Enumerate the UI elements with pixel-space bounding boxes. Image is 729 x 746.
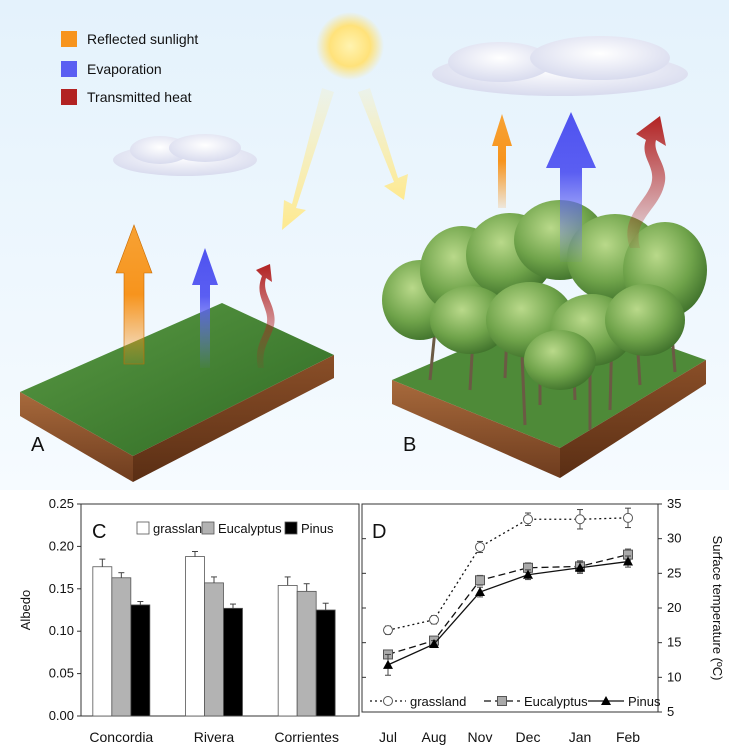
series-line-eucalyptus <box>387 553 629 656</box>
series-line-grassland <box>387 517 629 631</box>
bar-eucalyptus <box>204 582 224 717</box>
y-tick-label: 0.05 <box>49 666 74 681</box>
sunlight-beams <box>282 88 408 230</box>
marker-triangle <box>429 639 439 649</box>
y-tick-label: 0.25 <box>49 496 74 511</box>
y-tick-label: 15 <box>667 635 681 650</box>
bar-pinus <box>130 604 151 717</box>
legend-label: grassland <box>410 694 466 709</box>
bar-grassland <box>92 566 113 717</box>
y-tick-label: 0.20 <box>49 538 74 553</box>
temperature-y-axis-label: Surface temperature (ºC) <box>710 536 725 681</box>
cloud-icon-left <box>113 134 257 176</box>
legend-item-transmitted-heat: Transmitted heat <box>61 89 192 105</box>
temperature-y-axis: 5 10 15 20 25 30 35 <box>362 496 681 719</box>
panel-label-a: A <box>31 434 45 456</box>
panel-label-b: B <box>403 434 417 456</box>
x-tick-label: Nov <box>468 729 493 745</box>
y-tick-label: 20 <box>667 600 681 615</box>
x-tick-label: Aug <box>422 729 447 745</box>
albedo-legend: grassland Eucalyptus Pinus <box>136 521 334 536</box>
x-tick-label: Rivera <box>194 729 235 745</box>
panel-label-c: C <box>92 521 106 543</box>
legend-label: Reflected sunlight <box>87 31 199 47</box>
legend-label: Eucalyptus <box>218 521 282 536</box>
y-tick-label: 35 <box>667 496 681 511</box>
marker-circle <box>383 696 393 706</box>
bar-eucalyptus <box>111 577 132 717</box>
y-tick-label: 30 <box>667 531 681 546</box>
temperature-legend: grassland Eucalyptus Pinus <box>370 694 661 709</box>
bar-eucalyptus <box>296 590 317 717</box>
marker-circle <box>523 514 533 525</box>
marker-circle <box>475 541 485 552</box>
y-tick-label: 5 <box>667 704 674 719</box>
sun-icon <box>316 12 384 80</box>
grassland-block <box>20 303 334 482</box>
orange-swatch-icon <box>61 31 77 47</box>
reflected-sunlight-arrow-a <box>115 224 153 365</box>
y-tick-label: 0.15 <box>49 581 74 596</box>
bar-pinus <box>223 607 243 717</box>
y-tick-label: 0.10 <box>49 623 74 638</box>
albedo-bars <box>92 550 336 717</box>
climate-illustration <box>0 0 729 490</box>
bar-grassland <box>277 585 298 717</box>
reflected-sunlight-arrow-b <box>492 114 512 208</box>
marker-triangle <box>623 556 633 566</box>
tree-canopy <box>382 200 707 390</box>
blue-swatch-icon <box>61 61 77 77</box>
x-tick-label: Feb <box>616 729 640 745</box>
transmitted-heat-arrow-a <box>256 264 275 368</box>
legend-label: Eucalyptus <box>524 694 588 709</box>
x-tick-label: Concordia <box>89 729 153 745</box>
legend-item-reflected-sunlight: Reflected sunlight <box>61 31 198 47</box>
legend-label: Pinus <box>628 694 661 709</box>
evaporation-arrow-a <box>192 248 218 368</box>
legend-swatch-eucalyptus <box>201 521 215 535</box>
transmitted-heat-arrow-b <box>627 116 666 248</box>
x-tick-label: Jul <box>379 729 397 745</box>
marker-triangle <box>575 562 585 572</box>
albedo-y-axis-label: Albedo <box>18 590 33 630</box>
temperature-lines <box>383 507 633 676</box>
marker-circle <box>623 512 633 523</box>
series-line-pinus <box>387 560 629 666</box>
red-swatch-icon <box>61 89 77 105</box>
charts-area: C 0.00 0.05 0.10 0.15 0.20 0.25 Albedo Concor… <box>18 496 725 745</box>
y-tick-label: 25 <box>667 565 681 580</box>
marker-triangle <box>601 696 611 705</box>
marker-triangle <box>475 587 485 597</box>
temperature-chart-frame <box>361 503 659 713</box>
temperature-x-axis: Jul Aug Nov Dec Jan Feb <box>379 729 640 745</box>
legend-swatch-pinus <box>284 521 298 535</box>
marker-circle <box>575 514 585 525</box>
albedo-y-axis: 0.00 0.05 0.10 0.15 0.20 0.25 <box>49 496 81 723</box>
legend-label: Pinus <box>301 521 334 536</box>
legend-item-evaporation: Evaporation <box>61 61 162 77</box>
bar-pinus <box>315 609 336 717</box>
y-tick-label: 0.00 <box>49 708 74 723</box>
bar-grassland <box>185 556 205 717</box>
panel-label-d: D <box>372 521 386 543</box>
legend-label: Transmitted heat <box>87 89 192 105</box>
x-tick-label: Jan <box>569 729 592 745</box>
albedo-x-axis: Concordia Rivera Corrientes <box>89 729 339 745</box>
legend-swatch-grassland <box>136 521 150 535</box>
marker-circle <box>429 614 439 625</box>
marker-triangle <box>523 569 533 579</box>
marker-triangle <box>383 659 393 669</box>
cloud-icon-right <box>432 36 688 96</box>
x-tick-label: Corrientes <box>274 729 339 745</box>
legend-label: grassland <box>153 521 209 536</box>
marker-circle <box>383 625 393 636</box>
marker-square <box>497 696 507 706</box>
evaporation-arrow-b <box>546 112 596 262</box>
x-tick-label: Dec <box>516 729 541 745</box>
marker-square <box>475 575 485 586</box>
y-tick-label: 10 <box>667 669 681 684</box>
legend-label: Evaporation <box>87 61 162 77</box>
